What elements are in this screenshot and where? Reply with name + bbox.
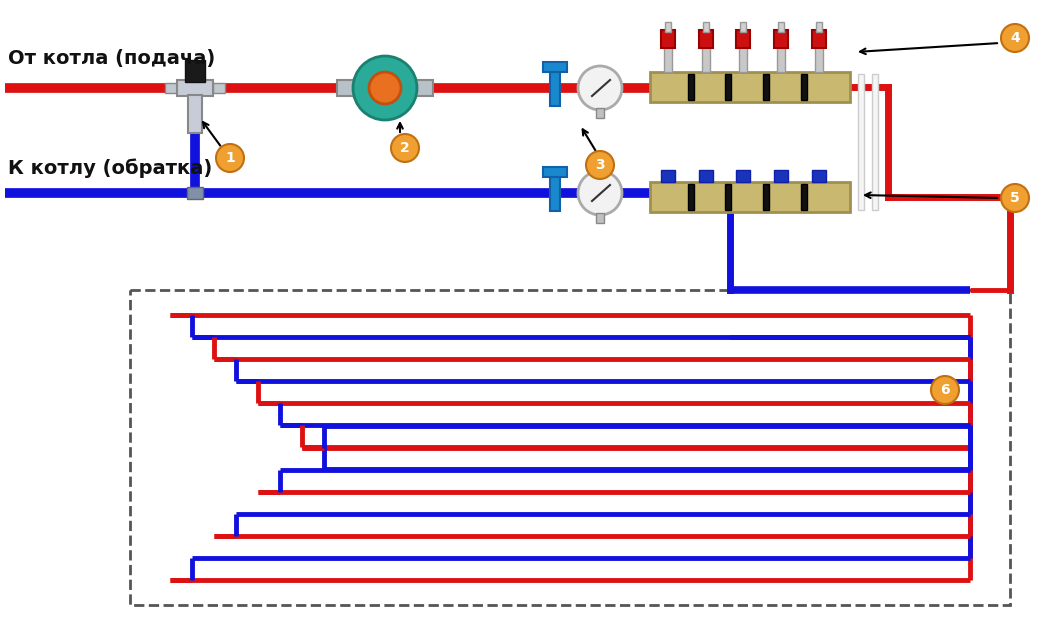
Bar	[337, 80, 355, 96]
Circle shape	[353, 56, 417, 120]
Circle shape	[1001, 184, 1029, 212]
Polygon shape	[550, 175, 560, 211]
Text: 1: 1	[225, 151, 234, 165]
Bar	[687, 74, 694, 100]
Bar	[699, 30, 713, 48]
Bar	[699, 170, 713, 182]
Bar	[763, 184, 769, 210]
Bar	[665, 22, 671, 32]
Text: 5: 5	[1010, 191, 1019, 205]
Circle shape	[391, 134, 419, 162]
Bar	[858, 74, 864, 210]
Bar	[543, 62, 566, 72]
Circle shape	[586, 151, 614, 179]
Bar	[596, 213, 604, 223]
Circle shape	[931, 376, 959, 404]
Bar	[775, 30, 788, 48]
Bar	[661, 170, 675, 182]
Bar	[777, 46, 785, 72]
Bar	[801, 74, 807, 100]
Bar	[775, 170, 788, 182]
Bar	[816, 22, 822, 32]
Bar	[187, 187, 203, 199]
Text: 4: 4	[1010, 31, 1019, 45]
Bar	[664, 46, 672, 72]
Bar	[415, 80, 433, 96]
Bar	[165, 83, 177, 93]
Bar	[725, 184, 731, 210]
Bar	[130, 290, 1010, 605]
Text: К котлу (обратка): К котлу (обратка)	[8, 158, 212, 178]
Bar	[725, 74, 731, 100]
Bar	[543, 167, 566, 177]
Circle shape	[578, 171, 622, 215]
Bar	[188, 95, 202, 133]
Text: 3: 3	[595, 158, 604, 172]
Bar	[812, 170, 826, 182]
Bar	[650, 182, 850, 212]
Bar	[741, 22, 746, 32]
Bar	[815, 46, 823, 72]
Bar	[185, 60, 205, 82]
Circle shape	[1001, 24, 1029, 52]
Bar	[687, 184, 694, 210]
Text: От котла (подача): От котла (подача)	[8, 48, 215, 67]
Polygon shape	[550, 70, 560, 106]
Bar	[177, 80, 213, 96]
Bar	[801, 184, 807, 210]
Bar	[661, 30, 675, 48]
Bar	[737, 170, 750, 182]
Bar	[763, 74, 769, 100]
Text: 6: 6	[941, 383, 950, 397]
Bar	[812, 30, 826, 48]
Bar	[703, 22, 708, 32]
Bar	[872, 74, 878, 210]
Bar	[596, 108, 604, 118]
Bar	[778, 22, 784, 32]
Text: 2: 2	[400, 141, 410, 155]
Bar	[740, 46, 747, 72]
Circle shape	[217, 144, 244, 172]
Bar	[737, 30, 750, 48]
Circle shape	[578, 66, 622, 110]
Bar	[702, 46, 709, 72]
Bar	[213, 83, 225, 93]
Circle shape	[369, 72, 401, 104]
Bar	[650, 72, 850, 102]
